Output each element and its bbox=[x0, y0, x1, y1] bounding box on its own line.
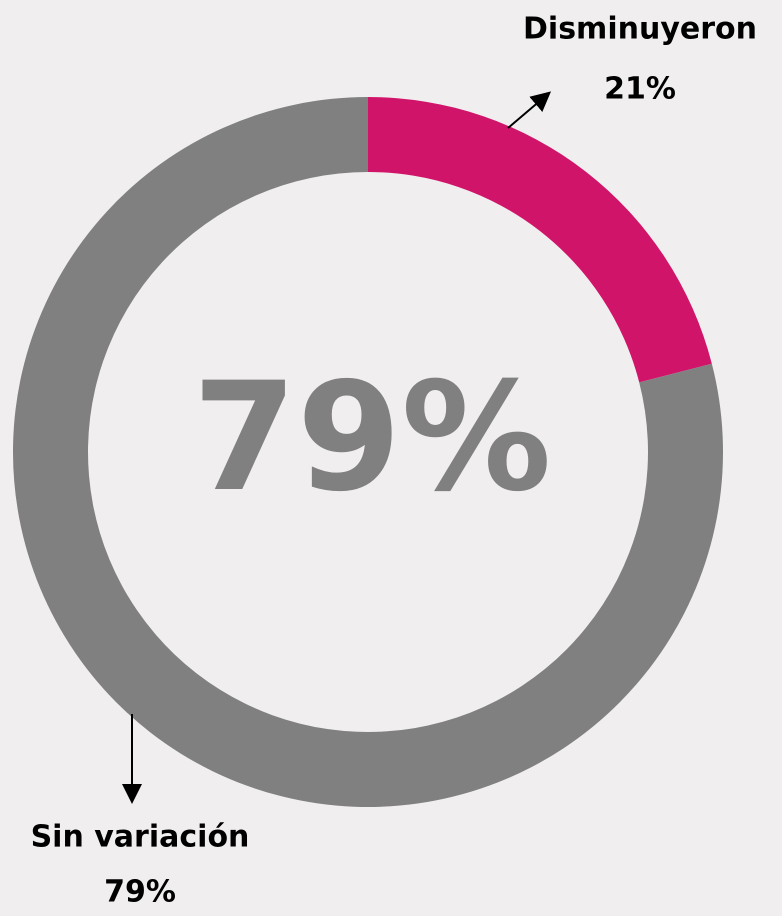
slice-name: Sin variación bbox=[31, 820, 250, 855]
donut-slice bbox=[368, 97, 712, 383]
center-label: 79% bbox=[192, 351, 551, 525]
leader-arrow bbox=[507, 91, 552, 129]
slices bbox=[12, 97, 724, 807]
slice-name: Disminuyeron bbox=[523, 12, 757, 47]
slice-value-label: 21% bbox=[604, 72, 676, 107]
slice-value-label: 79% bbox=[104, 875, 176, 910]
